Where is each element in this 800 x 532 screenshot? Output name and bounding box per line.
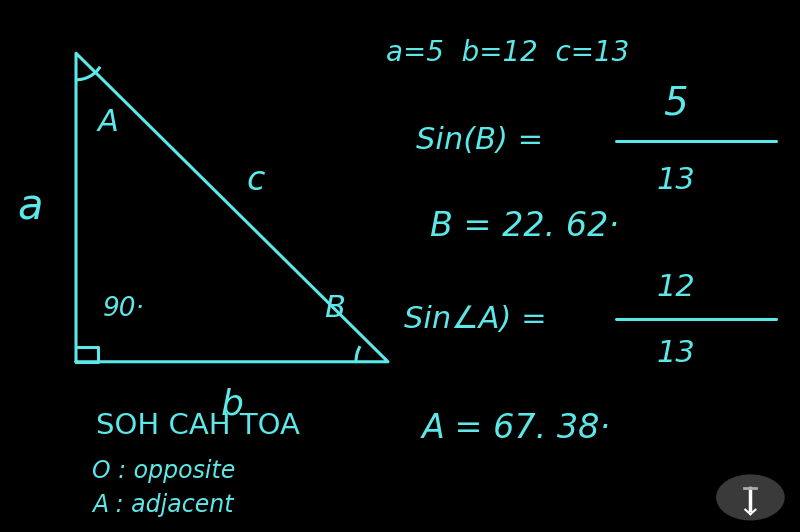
Text: 90·: 90·	[103, 296, 145, 321]
Text: b: b	[221, 387, 243, 421]
Text: O : opposite: O : opposite	[92, 459, 235, 483]
Text: a=5  b=12  c=13: a=5 b=12 c=13	[386, 39, 630, 67]
Text: Sin∠A) =: Sin∠A) =	[404, 305, 546, 334]
Text: A: A	[98, 108, 118, 137]
Text: a: a	[18, 187, 43, 228]
Text: Sin(B) =: Sin(B) =	[416, 127, 543, 155]
Text: B = 22. 62·: B = 22. 62·	[430, 210, 618, 243]
Text: A = 67. 38·: A = 67. 38·	[422, 412, 610, 445]
Circle shape	[717, 475, 784, 520]
Text: 13: 13	[657, 339, 695, 368]
Text: SOH CAH TOA: SOH CAH TOA	[96, 412, 300, 439]
Text: c: c	[247, 164, 265, 197]
Text: B: B	[324, 294, 345, 323]
Text: 13: 13	[657, 167, 695, 195]
Text: A : adjacent: A : adjacent	[92, 493, 234, 518]
Text: 5: 5	[664, 85, 688, 123]
Text: 12: 12	[657, 273, 695, 302]
